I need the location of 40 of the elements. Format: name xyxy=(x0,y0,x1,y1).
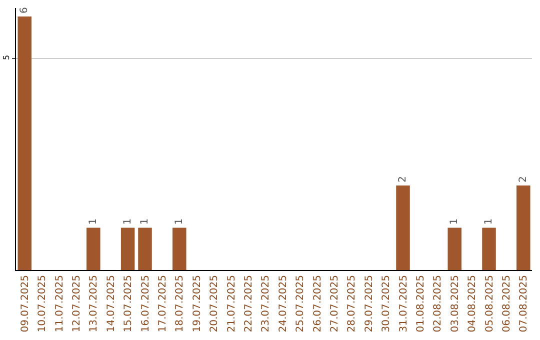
x-tick-label: 12.07.2025 xyxy=(71,275,82,332)
x-tick-label: 04.08.2025 xyxy=(467,275,478,332)
x-tick-label: 01.08.2025 xyxy=(415,275,426,332)
x-tick-label: 14.07.2025 xyxy=(106,275,117,332)
x-tick-label: 07.08.2025 xyxy=(518,275,530,332)
x-tick-label: 17.07.2025 xyxy=(157,275,168,332)
x-tick-label: 05.08.2025 xyxy=(484,275,496,332)
x-tick-label: 22.07.2025 xyxy=(243,275,254,332)
x-tick-label: 31.07.2025 xyxy=(398,275,410,332)
x-tick-label: 19.07.2025 xyxy=(192,275,203,332)
y-tick-label: 5 xyxy=(2,54,11,60)
x-tick-label: 11.07.2025 xyxy=(54,275,66,332)
data-label: 1 xyxy=(140,218,150,225)
x-tick-label: 18.07.2025 xyxy=(174,275,186,332)
x-tick-label: 23.07.2025 xyxy=(260,275,272,332)
x-tick-label: 29.07.2025 xyxy=(364,275,375,332)
x-tick-label: 27.07.2025 xyxy=(329,275,340,332)
data-label: 2 xyxy=(518,176,529,182)
x-tick-label: 20.07.2025 xyxy=(209,275,220,332)
data-label: 1 xyxy=(484,218,494,225)
x-tick-label: 24.07.2025 xyxy=(278,275,289,332)
data-label: 1 xyxy=(122,218,134,225)
data-label: 1 xyxy=(88,218,99,225)
x-tick-label: 28.07.2025 xyxy=(346,275,358,332)
x-tick-label: 02.08.2025 xyxy=(432,275,444,332)
data-label: 6 xyxy=(19,7,30,14)
x-tick-label: 06.08.2025 xyxy=(501,275,512,332)
x-tick-label: 13.07.2025 xyxy=(88,275,100,332)
x-tick-label: 30.07.2025 xyxy=(381,275,392,332)
x-tick-label: 10.07.2025 xyxy=(37,275,48,332)
x-tick-label: 03.08.2025 xyxy=(450,275,461,332)
data-label: 1 xyxy=(449,218,460,225)
x-tick-label: 26.07.2025 xyxy=(312,275,324,332)
data-label: 2 xyxy=(398,176,408,182)
x-tick-label: 09.07.2025 xyxy=(20,275,31,332)
data-label: 1 xyxy=(174,218,185,225)
x-tick-label: 15.07.2025 xyxy=(123,275,134,332)
x-tick-label: 25.07.2025 xyxy=(295,275,306,332)
x-tick-label: 16.07.2025 xyxy=(140,275,152,332)
x-tick-label: 21.07.2025 xyxy=(226,275,238,332)
